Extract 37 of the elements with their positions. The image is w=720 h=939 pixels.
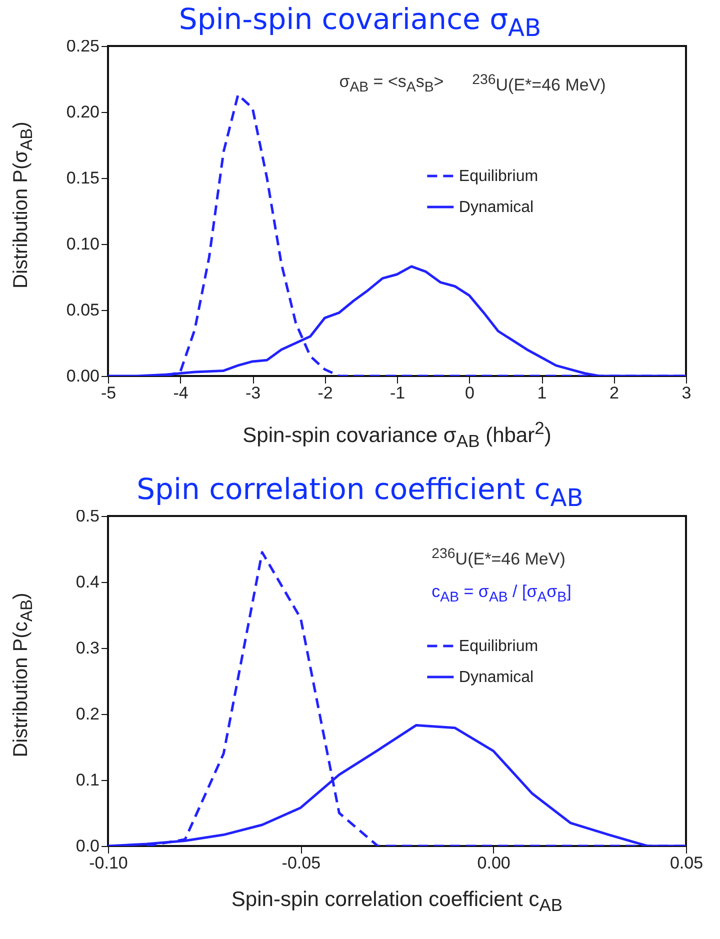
legend-label: Equilibrium	[458, 168, 538, 185]
x-tick-label: -4	[173, 384, 188, 402]
text: c$_{AB}$ = σ$_{AB}$ / [σ$_{A}$σ$_{B}$]	[432, 582, 572, 606]
x-axis-title: Spin-spin correlation coefficient c$_{AB}$	[230, 888, 564, 916]
legend-label: Equilibrium	[458, 638, 538, 655]
y-tick-label: 0.0	[76, 836, 100, 856]
x-axis-title: Spin-spin covariance σ$_{AB}$ (hbar$^{2}$)	[242, 418, 552, 452]
x-tick-label: 0	[465, 384, 474, 402]
y-tick-label: 0.4	[76, 572, 100, 592]
x-tick-label: -5	[100, 384, 116, 402]
x-tick-label: 2	[610, 384, 619, 402]
y-tick-label: 0.15	[66, 168, 100, 188]
y-tick-label: 0.20	[66, 102, 100, 122]
annotation: σ$_{AB}$ = <s$_{A}$s$_{B}$>	[339, 72, 444, 96]
y-tick-label: 0.2	[76, 704, 100, 724]
x-tick-label: 3	[682, 384, 692, 402]
y-tick-label: 0.10	[66, 234, 100, 254]
y-tick-label: 0.05	[66, 300, 100, 320]
y-tick-label: 0.00	[66, 366, 100, 386]
annotation: $^{236}$U(E*=46 MeV)	[432, 546, 566, 570]
legend-label: Dynamical	[458, 199, 534, 216]
chart-title: Spin-spin covariance σ$_{AB}$	[178, 2, 542, 42]
y-tick-label: 0.3	[76, 638, 100, 658]
x-tick-label: 0.05	[670, 854, 704, 872]
legend-label: Dynamical	[458, 669, 534, 686]
x-tick-label: 0.00	[477, 854, 510, 872]
x-tick-label: -2	[318, 384, 333, 402]
y-tick-label: 0.1	[76, 770, 100, 790]
x-tick-label: -0.05	[282, 854, 321, 872]
x-tick-label: -3	[245, 384, 261, 402]
x-tick-label: 1	[537, 384, 547, 402]
y-tick-label: 0.5	[76, 506, 100, 526]
x-tick-label: -0.10	[89, 854, 128, 872]
y-tick-label: 0.25	[66, 36, 100, 56]
x-tick-label: -1	[390, 384, 406, 402]
annotation: $^{236}$U(E*=46 MeV)	[472, 72, 606, 96]
chart-title: Spin correlation coefficient c$_{AB}$	[136, 472, 584, 512]
